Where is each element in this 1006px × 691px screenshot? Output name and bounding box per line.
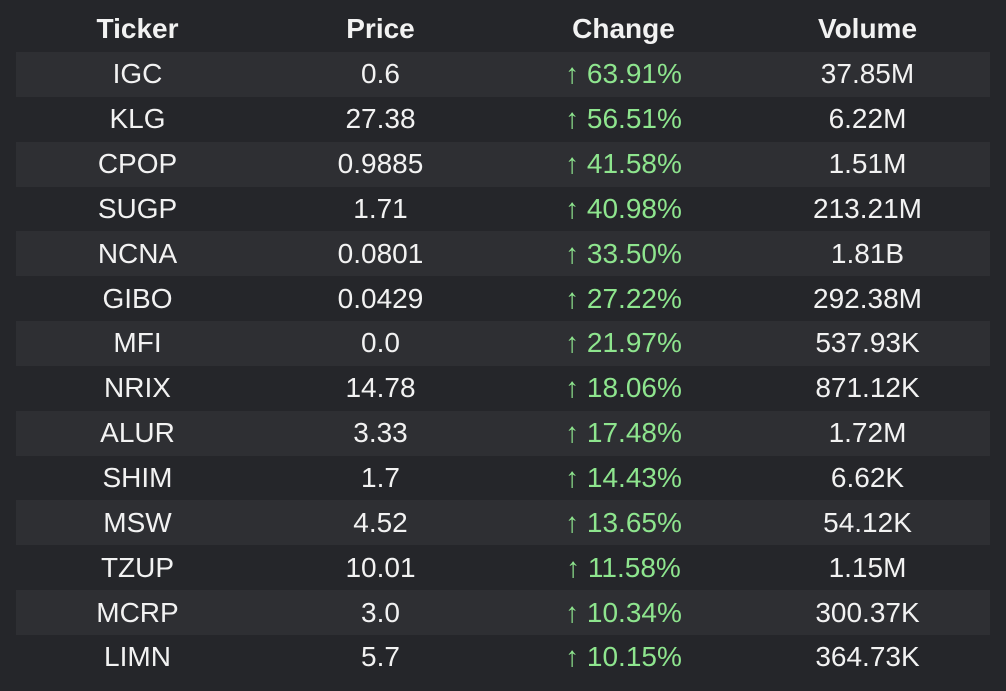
- ticker-cell: SHIM: [102, 462, 173, 494]
- column-header-price[interactable]: Price: [346, 13, 415, 44]
- ticker-cell: NRIX: [104, 372, 171, 404]
- change-cell: ↑ 27.22%: [565, 282, 682, 314]
- table-row[interactable]: MFI 0.0 ↑ 21.97% 537.93K: [16, 321, 990, 366]
- change-cell: ↑ 10.34%: [565, 596, 682, 628]
- column-header-ticker[interactable]: Ticker: [96, 13, 179, 44]
- ticker-cell: KLG: [109, 103, 166, 135]
- ticker-cell: IGC: [112, 58, 163, 90]
- ticker-cell: GIBO: [102, 282, 173, 314]
- change-cell: ↑ 21.97%: [565, 327, 682, 359]
- change-cell: ↑ 14.43%: [565, 462, 682, 494]
- ticker-cell: MSW: [103, 506, 172, 538]
- volume-cell: 1.15M: [828, 551, 907, 583]
- table-row[interactable]: KLG 27.38 ↑ 56.51% 6.22M: [16, 97, 990, 142]
- price-cell: 0.0: [361, 327, 400, 359]
- column-header-volume[interactable]: Volume: [817, 13, 918, 44]
- price-cell: 0.0801: [337, 237, 424, 269]
- table-row[interactable]: ALUR 3.33 ↑ 17.48% 1.72M: [16, 410, 990, 456]
- volume-cell: 537.93K: [815, 327, 920, 359]
- volume-cell: 213.21M: [813, 192, 922, 224]
- ticker-cell: MCRP: [96, 596, 179, 628]
- change-cell: ↑ 10.15%: [565, 641, 682, 673]
- volume-cell: 1.51M: [828, 148, 907, 180]
- price-cell: 5.7: [361, 641, 400, 673]
- change-cell: ↑ 17.48%: [565, 417, 682, 449]
- table-row[interactable]: MCRP 3.0 ↑ 10.34% 300.37K: [16, 590, 990, 635]
- volume-cell: 37.85M: [820, 58, 915, 90]
- price-cell: 0.6: [361, 58, 400, 90]
- table-header: Ticker Price Change Volume: [16, 6, 990, 52]
- table-row[interactable]: CPOP 0.9885 ↑ 41.58% 1.51M: [16, 141, 990, 187]
- price-cell: 3.33: [353, 417, 408, 449]
- price-cell: 1.7: [361, 462, 400, 494]
- table-body: IGC 0.6 ↑ 63.91% 37.85M KLG 27.38 ↑ 56.51% 6.22…: [16, 52, 990, 680]
- price-cell: 27.38: [345, 103, 416, 135]
- price-cell: 3.0: [361, 596, 400, 628]
- table-row[interactable]: NRIX 14.78 ↑ 18.06% 871.12K: [16, 366, 990, 411]
- change-cell: ↑ 41.58%: [565, 148, 682, 180]
- change-cell: ↑ 18.06%: [565, 372, 682, 404]
- column-header-change[interactable]: Change: [572, 13, 675, 44]
- table-row[interactable]: LIMN 5.7 ↑ 10.15% 364.73K: [16, 635, 990, 680]
- table-row[interactable]: SHIM 1.7 ↑ 14.43% 6.62K: [16, 456, 990, 501]
- change-cell: ↑ 40.98%: [565, 192, 682, 224]
- table-row[interactable]: TZUP 10.01 ↑ 11.58% 1.15M: [16, 545, 990, 590]
- change-cell: ↑ 13.65%: [565, 506, 682, 538]
- change-cell: ↑ 11.58%: [566, 551, 681, 583]
- table-row[interactable]: IGC 0.6 ↑ 63.91% 37.85M: [16, 52, 990, 97]
- price-cell: 1.71: [353, 192, 408, 224]
- ticker-cell: ALUR: [100, 417, 175, 449]
- volume-cell: 1.81B: [830, 237, 905, 269]
- ticker-cell: MFI: [113, 327, 162, 359]
- table-row[interactable]: GIBO 0.0429 ↑ 27.22% 292.38M: [16, 276, 990, 321]
- change-cell: ↑ 33.50%: [565, 237, 682, 269]
- price-cell: 0.0429: [337, 282, 424, 314]
- ticker-cell: CPOP: [97, 148, 178, 180]
- volume-cell: 364.73K: [815, 641, 920, 673]
- price-cell: 14.78: [345, 372, 416, 404]
- volume-cell: 1.72M: [828, 417, 907, 449]
- ticker-cell: SUGP: [97, 192, 178, 224]
- ticker-cell: TZUP: [100, 551, 175, 583]
- table-row[interactable]: SUGP 1.71 ↑ 40.98% 213.21M: [16, 187, 990, 232]
- price-cell: 0.9885: [337, 148, 424, 180]
- volume-cell: 6.62K: [830, 462, 905, 494]
- table-row[interactable]: MSW 4.52 ↑ 13.65% 54.12K: [16, 500, 990, 546]
- price-cell: 4.52: [353, 506, 408, 538]
- change-cell: ↑ 56.51%: [565, 103, 682, 135]
- stock-gainers-table: Ticker Price Change Volume IGC 0.6 ↑ 63.91…: [16, 6, 990, 680]
- volume-cell: 292.38M: [813, 282, 922, 314]
- volume-cell: 871.12K: [815, 372, 920, 404]
- ticker-cell: LIMN: [104, 641, 171, 673]
- volume-cell: 6.22M: [828, 103, 907, 135]
- change-cell: ↑ 63.91%: [565, 58, 682, 90]
- table-row[interactable]: NCNA 0.0801 ↑ 33.50% 1.81B: [16, 231, 990, 277]
- volume-cell: 54.12K: [823, 506, 912, 538]
- price-cell: 10.01: [345, 551, 416, 583]
- volume-cell: 300.37K: [815, 596, 920, 628]
- ticker-cell: NCNA: [97, 237, 178, 269]
